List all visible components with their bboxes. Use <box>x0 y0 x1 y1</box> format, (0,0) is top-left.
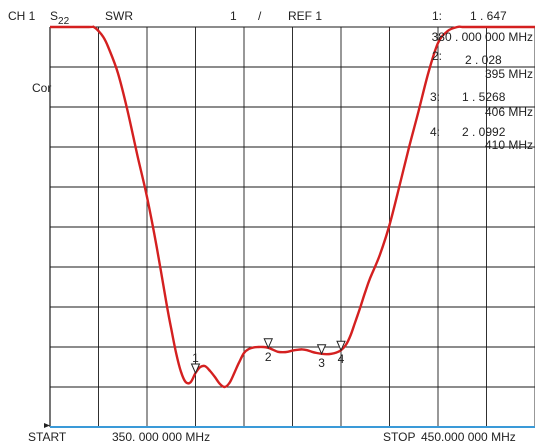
marker-1-label: 1 <box>192 351 199 365</box>
start-frequency: 350. 000 000 MHz <box>112 430 211 444</box>
scale-separator: / <box>258 9 262 23</box>
marker-3-num: 3: <box>430 90 441 104</box>
marker-4-freq: 410 MHz <box>484 138 533 152</box>
channel-label: CH 1 <box>8 9 36 23</box>
marker-1-triangle <box>190 363 201 375</box>
marker-4-value: 2 . 0992 <box>462 125 506 139</box>
reference-arrow-icon <box>44 423 50 428</box>
marker-3-triangle <box>316 344 327 356</box>
marker-4-num: 4: <box>430 125 441 139</box>
marker-1-num: 1: <box>432 9 443 23</box>
marker-1-value: 1 . 647 <box>470 9 507 23</box>
marker-2-label: 2 <box>265 350 272 364</box>
start-label: START <box>28 430 67 444</box>
marker-2-freq: 395 MHz <box>484 67 533 81</box>
param-base: S <box>50 9 59 23</box>
ref-label: REF 1 <box>288 9 323 23</box>
marker-2-num: 2: <box>432 49 443 63</box>
param-sub: 22 <box>58 16 70 27</box>
param-label: S22 <box>50 10 69 28</box>
left-annotation: Cor <box>32 81 52 95</box>
marker-2-triangle <box>263 338 274 350</box>
swr-trace <box>49 25 535 389</box>
marker-3-label: 3 <box>318 356 325 370</box>
marker-3-value: 1 . 5268 <box>462 90 506 104</box>
format-label: SWR <box>105 9 133 23</box>
marker-4-label: 4 <box>338 352 345 366</box>
scale-label: 1 <box>230 9 237 23</box>
marker-1-freq: 380 . 000 000 MHz <box>431 30 533 44</box>
marker-4-triangle <box>336 340 346 352</box>
marker-3-freq: 406 MHz <box>484 105 533 119</box>
stop-label: STOP <box>383 430 416 444</box>
marker-2-value: 2 . 028 <box>465 53 502 67</box>
plot-grid <box>49 26 535 427</box>
stop-frequency: 450.000 000 MHz <box>421 430 516 444</box>
